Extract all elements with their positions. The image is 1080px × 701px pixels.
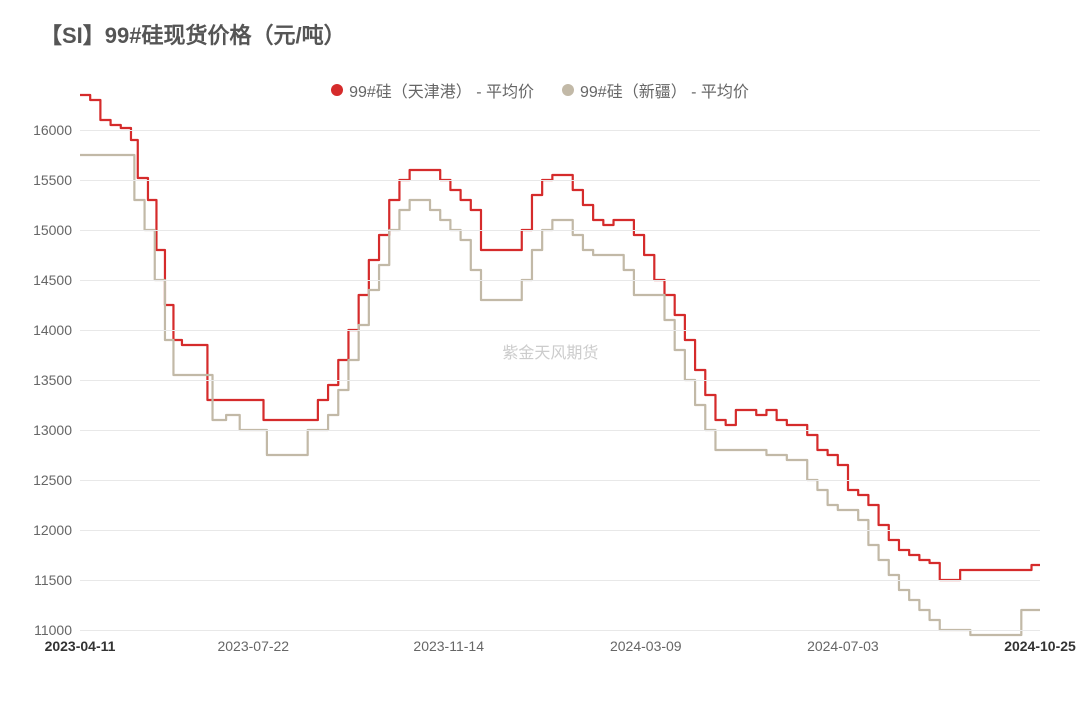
y-tick-label: 12000 xyxy=(33,522,72,538)
y-tick-label: 14500 xyxy=(33,272,72,288)
chart-lines xyxy=(80,110,1040,630)
gridline xyxy=(80,130,1040,131)
gridline xyxy=(80,230,1040,231)
x-tick-label: 2024-07-03 xyxy=(807,638,879,654)
legend-dot-xinjiang xyxy=(562,84,574,96)
y-tick-label: 15500 xyxy=(33,172,72,188)
legend-item-tianjin: 99#硅（天津港） - 平均价 xyxy=(331,78,534,102)
gridline xyxy=(80,480,1040,481)
y-tick-label: 13500 xyxy=(33,372,72,388)
x-tick-label: 2023-07-22 xyxy=(217,638,289,654)
y-tick-label: 16000 xyxy=(33,122,72,138)
x-tick-label: 2023-11-14 xyxy=(413,638,484,654)
y-tick-label: 12500 xyxy=(33,472,72,488)
y-tick-label: 11000 xyxy=(34,622,72,638)
gridline xyxy=(80,280,1040,281)
legend-label-xinjiang: 99#硅（新疆） - 平均价 xyxy=(580,78,749,102)
y-tick-label: 11500 xyxy=(34,572,72,588)
plot-area: 紫金天风期货 110001150012000125001300013500140… xyxy=(80,110,1040,630)
x-tick-label: 2024-10-25 xyxy=(1004,638,1076,654)
gridline xyxy=(80,380,1040,381)
y-tick-label: 13000 xyxy=(33,422,72,438)
gridline xyxy=(80,530,1040,531)
gridline xyxy=(80,630,1040,631)
series-tianjin xyxy=(80,95,1040,580)
gridline xyxy=(80,430,1040,431)
gridline xyxy=(80,580,1040,581)
y-tick-label: 14000 xyxy=(33,322,72,338)
y-tick-label: 15000 xyxy=(33,222,72,238)
gridline xyxy=(80,180,1040,181)
legend-item-xinjiang: 99#硅（新疆） - 平均价 xyxy=(562,78,749,102)
legend: 99#硅（天津港） - 平均价 99#硅（新疆） - 平均价 xyxy=(0,78,1080,102)
chart-title: 【SI】99#硅现货价格（元/吨） xyxy=(40,18,346,50)
gridline xyxy=(80,330,1040,331)
series-xinjiang xyxy=(80,155,1040,635)
x-tick-label: 2024-03-09 xyxy=(610,638,682,654)
x-tick-label: 2023-04-11 xyxy=(45,638,116,654)
legend-dot-tianjin xyxy=(331,84,343,96)
legend-label-tianjin: 99#硅（天津港） - 平均价 xyxy=(349,78,534,102)
